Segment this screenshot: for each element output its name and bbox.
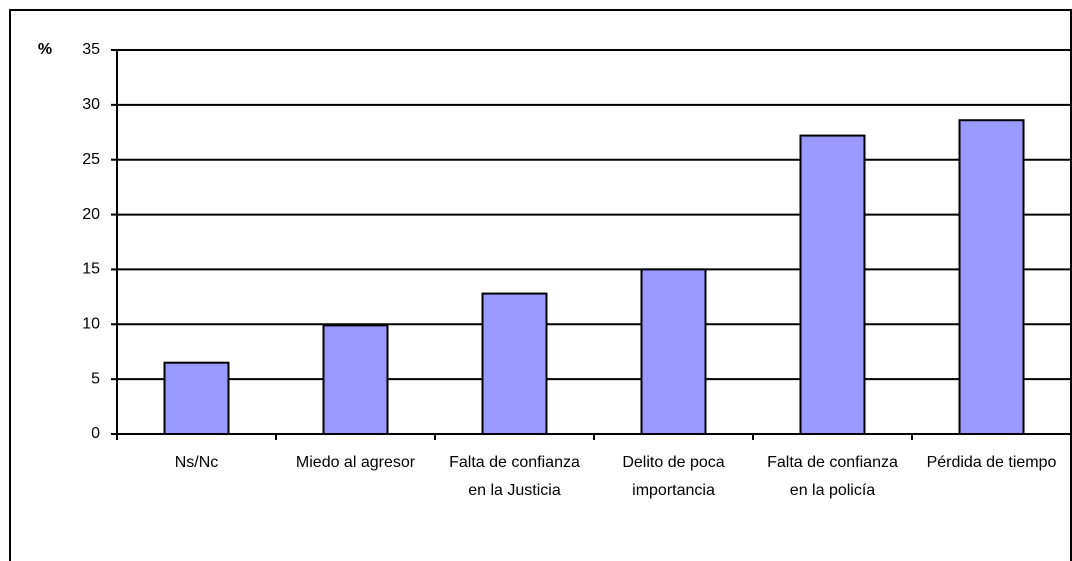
y-tick-label: 0 bbox=[91, 425, 100, 442]
bar bbox=[481, 292, 548, 435]
x-tick-label: Falta de confianza en la Justicia bbox=[449, 454, 580, 499]
x-tick-label: Pérdida de tiempo bbox=[926, 454, 1057, 471]
bar bbox=[799, 134, 866, 435]
y-tick-label: 30 bbox=[82, 96, 100, 113]
bar bbox=[322, 324, 389, 435]
bar bbox=[163, 361, 230, 435]
frame bbox=[9, 9, 1072, 561]
y-axis-label: % bbox=[38, 41, 52, 58]
y-tick-label: 25 bbox=[82, 151, 100, 168]
bar bbox=[958, 119, 1025, 436]
y-tick-label: 15 bbox=[82, 261, 100, 278]
y-tick-label: 20 bbox=[82, 206, 100, 223]
y-tick-label: 10 bbox=[82, 316, 100, 333]
x-tick-label: Delito de poca importancia bbox=[622, 454, 725, 499]
x-tick-label: Falta de confianza en la policía bbox=[767, 454, 898, 499]
y-tick-label: 5 bbox=[91, 370, 100, 387]
y-tick-label: 35 bbox=[82, 41, 100, 58]
x-tick-label: Miedo al agresor bbox=[295, 454, 416, 471]
bar bbox=[640, 268, 707, 435]
x-tick-label: Ns/Nc bbox=[174, 454, 219, 471]
